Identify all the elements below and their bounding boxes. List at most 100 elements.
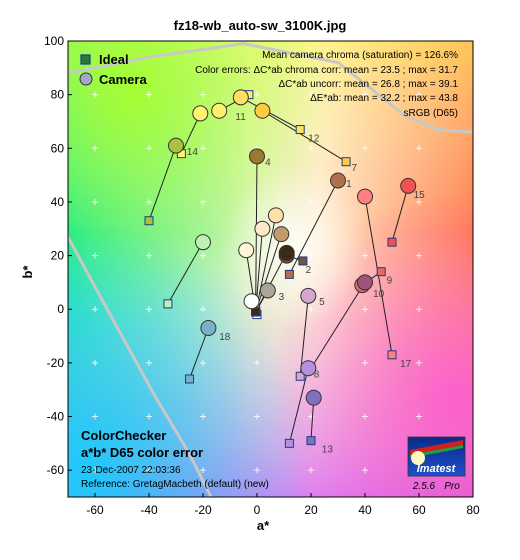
grid-marker — [146, 252, 152, 259]
ideal-patch-6 — [163, 299, 173, 309]
ideal-patch-24 — [251, 307, 261, 317]
grid-marker — [92, 145, 98, 152]
grid-marker — [92, 467, 98, 474]
grid-marker — [92, 413, 98, 420]
ideal-patch-5 — [295, 371, 305, 381]
grid-marker — [254, 467, 260, 474]
camera-patch-14 — [168, 137, 184, 154]
camera-patch-23 — [267, 207, 284, 224]
ideal-patch-14 — [144, 216, 154, 226]
camera-patch-3 — [259, 282, 276, 299]
camera-patch-15 — [400, 177, 417, 194]
grid-marker — [200, 306, 206, 313]
info-date: 23-Dec-2007 22:03:36 — [81, 465, 181, 476]
camera-patch-19 — [243, 293, 260, 310]
y-tick-label: 40 — [51, 195, 65, 209]
grid-marker — [362, 413, 368, 420]
error-line-12 — [240, 96, 301, 130]
grid-marker — [308, 91, 314, 98]
legend-camera-swatch — [79, 72, 93, 86]
legend: Ideal Camera — [79, 52, 147, 87]
annotation-chroma-corr: Color errors: ΔC*ab chroma corr: mean = … — [195, 65, 458, 76]
x-tick-label: -60 — [86, 503, 104, 517]
x-axis-label: a* — [257, 518, 270, 533]
patch-number-12: 12 — [308, 134, 320, 145]
grid-marker — [362, 91, 368, 98]
patch-number-10: 10 — [373, 289, 385, 300]
annotation-chroma-uncorr: ΔC*ab uncorr: mean = 26.8 ; max = 39.1 — [278, 79, 458, 90]
grid-marker — [254, 413, 260, 420]
logo-sun-icon — [411, 451, 425, 465]
ideal-patch-8 — [284, 438, 294, 448]
grid-marker — [416, 306, 422, 313]
ideal-patch-17 — [387, 350, 397, 360]
patch-number-3: 3 — [279, 292, 285, 303]
patch-number-8: 8 — [314, 370, 320, 381]
data-marks — [144, 89, 417, 448]
camera-patch-18 — [200, 320, 217, 337]
grid-marker — [92, 359, 98, 366]
grid-marker — [200, 359, 206, 366]
y-tick-label: 60 — [51, 141, 65, 155]
grid-marker — [92, 91, 98, 98]
grid-marker — [200, 198, 206, 205]
grid-marker — [362, 252, 368, 259]
camera-patch-12 — [232, 89, 249, 106]
grid-marker — [416, 413, 422, 420]
grid-marker — [200, 91, 206, 98]
ideal-patch-1 — [284, 269, 294, 279]
y-tick-label: -60 — [47, 463, 65, 477]
grid-marker — [416, 359, 422, 366]
grid-marker — [146, 467, 152, 474]
error-line-14 — [148, 145, 177, 221]
legend-ideal-label: Ideal — [99, 52, 129, 67]
error-line-24 — [255, 252, 288, 313]
y-tick-label: 100 — [44, 34, 64, 48]
imatest-logo: Imatest 2.5.6 Pro — [407, 436, 466, 492]
grid-marker — [416, 145, 422, 152]
info-line2: a*b* D65 color error — [81, 445, 203, 460]
camera-patch-1 — [330, 172, 346, 189]
legend-camera-label: Camera — [99, 72, 147, 87]
grid-marker — [254, 252, 260, 259]
grid-marker — [92, 198, 98, 205]
grid-marker — [308, 306, 314, 313]
annotation-chroma: Mean camera chroma (saturation) = 126.6% — [262, 50, 458, 61]
grid-marker — [146, 359, 152, 366]
grid-marker — [146, 145, 152, 152]
gamut-boundary-lines — [68, 42, 473, 497]
logo-edition: Pro — [444, 481, 460, 492]
y-tick-label: 80 — [51, 88, 65, 102]
grid-marker — [308, 198, 314, 205]
grid-marker — [200, 413, 206, 420]
error-line-22 — [255, 233, 282, 313]
chart-info-block: ColorChecker a*b* D65 color error 23-Dec… — [81, 428, 269, 490]
grid-marker — [200, 252, 206, 259]
camera-patch-21 — [254, 220, 271, 237]
ideal-patch-2 — [298, 256, 308, 266]
patch-number-7: 7 — [352, 163, 358, 174]
grid-marker — [416, 252, 422, 259]
camera-patch-24 — [278, 244, 295, 261]
camera-patch-16 — [192, 105, 209, 122]
camera-patch-22 — [273, 226, 290, 243]
ideal-patch-12 — [295, 125, 305, 135]
grid-marker — [92, 252, 98, 259]
patch-number-13: 13 — [322, 445, 334, 456]
logo-text: Imatest — [417, 463, 457, 475]
error-line-15 — [391, 185, 409, 243]
grid-marker — [416, 198, 422, 205]
camera-patch-11 — [211, 102, 228, 119]
patch-number-14: 14 — [187, 147, 199, 158]
grid-marker — [416, 91, 422, 98]
error-line-7 — [262, 110, 347, 163]
grid-marker — [146, 306, 152, 313]
x-tick-label: 20 — [304, 503, 318, 517]
legend-ideal-swatch — [80, 54, 91, 65]
y-tick-label: 20 — [51, 249, 65, 263]
grid-marker — [362, 306, 368, 313]
ideal-patch-15 — [387, 237, 397, 247]
error-line-6 — [167, 241, 204, 305]
ideal-patch-7 — [341, 157, 351, 167]
